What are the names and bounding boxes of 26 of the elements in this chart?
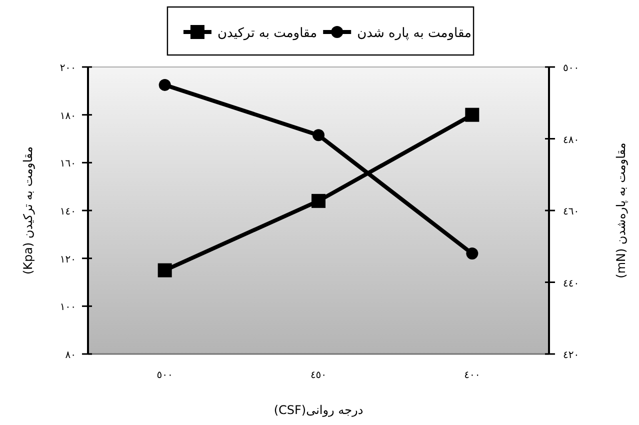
x-tick-label: ٤٠٠ xyxy=(464,370,480,381)
point xyxy=(312,129,324,142)
y2-axis-title: مقاومت به پاره‌شدن (mN) xyxy=(614,142,628,278)
y-tick-label: ٢٠٠ xyxy=(60,63,76,74)
x-tick-label: ٥٠٠ xyxy=(156,370,173,381)
y-tick-label: ١٦٠ xyxy=(60,158,76,170)
y2-tick-label: ٤٢٠ xyxy=(563,350,580,361)
y2-tick-label: ٤٤٠ xyxy=(563,278,580,290)
legend-label: مقاومت به ترکیدن xyxy=(217,26,318,41)
point xyxy=(158,263,172,278)
point xyxy=(466,248,478,260)
y2-tick-label: ٥٠٠ xyxy=(563,63,580,74)
y-tick-label: ٨٠ xyxy=(65,350,76,361)
y-tick-label: ١٢٠ xyxy=(60,254,76,266)
y-tick-label: ١٤٠ xyxy=(60,206,76,218)
legend-label: مقاومت به پاره شدن xyxy=(357,26,472,41)
y-tick-label: ١٨٠ xyxy=(60,110,76,122)
x-tick-label: ٤٥٠ xyxy=(310,370,327,381)
y-tick-label: ١٠٠ xyxy=(60,302,76,314)
y2-tick-label: ٤٦٠ xyxy=(563,206,580,218)
y2-tick-label: ٤٨٠ xyxy=(563,134,580,146)
point xyxy=(312,194,326,208)
point xyxy=(158,78,171,91)
point xyxy=(465,108,480,122)
y-axis-title: مقاومت به ترکیدن (Kpa) xyxy=(21,146,35,274)
x-axis-title: درجه روانی(CSF) xyxy=(274,403,364,417)
